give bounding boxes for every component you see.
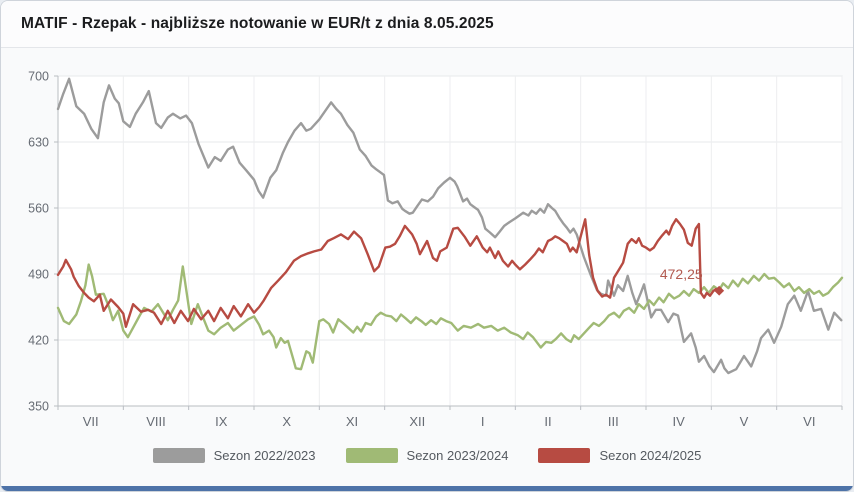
legend-swatch-sezon-2022-2023	[152, 447, 205, 463]
price-annotation: 472,25	[660, 266, 703, 282]
series-line-sezon-2022-2023[interactable]	[56, 77, 843, 375]
y-tick-label-350: 350	[28, 400, 49, 414]
x-month-label-III: III	[608, 414, 619, 429]
x-month-label-IV: IV	[673, 414, 686, 429]
legend-item-sezon-2023-2024[interactable]: Sezon 2023/2024	[345, 447, 509, 463]
legend-label-sezon-2022-2023: Sezon 2022/2023	[213, 447, 316, 463]
series-line-sezon-2024-2025[interactable]	[56, 218, 721, 328]
x-month-label-IX: IX	[215, 414, 228, 429]
legend-label-sezon-2023-2024: Sezon 2023/2024	[406, 447, 509, 463]
x-month-label-XII: XII	[409, 414, 425, 429]
legend-item-sezon-2022-2023[interactable]: Sezon 2022/2023	[152, 447, 316, 463]
x-month-label-VII: VII	[83, 414, 99, 429]
x-month-label-XI: XI	[346, 414, 358, 429]
x-month-label-VIII: VIII	[146, 414, 166, 429]
x-month-label-I: I	[481, 414, 485, 429]
x-month-label-V: V	[740, 414, 749, 429]
widget-header: MATIF - Rzepak - najbliższe notowanie w …	[1, 1, 853, 48]
y-tick-label-630: 630	[28, 136, 49, 150]
y-tick-label-420: 420	[28, 334, 49, 348]
legend-label-sezon-2024-2025: Sezon 2024/2025	[599, 447, 702, 463]
legend-swatch-sezon-2023-2024	[345, 447, 398, 463]
y-tick-label-490: 490	[28, 268, 49, 282]
x-month-label-X: X	[282, 414, 291, 429]
y-tick-label-560: 560	[28, 202, 49, 216]
x-month-label-II: II	[544, 414, 551, 429]
chart-title: MATIF - Rzepak - najbliższe notowanie w …	[21, 15, 494, 32]
x-month-label-VI: VI	[803, 414, 815, 429]
legend-item-sezon-2024-2025[interactable]: Sezon 2024/2025	[538, 447, 702, 463]
y-tick-label-700: 700	[28, 70, 49, 84]
last-point-marker	[714, 285, 725, 296]
bottom-accent-bar	[1, 486, 853, 491]
chart-legend: Sezon 2022/2023 Sezon 2023/2024 Sezon 2024…	[1, 444, 853, 466]
legend-swatch-sezon-2024-2025	[538, 447, 591, 463]
